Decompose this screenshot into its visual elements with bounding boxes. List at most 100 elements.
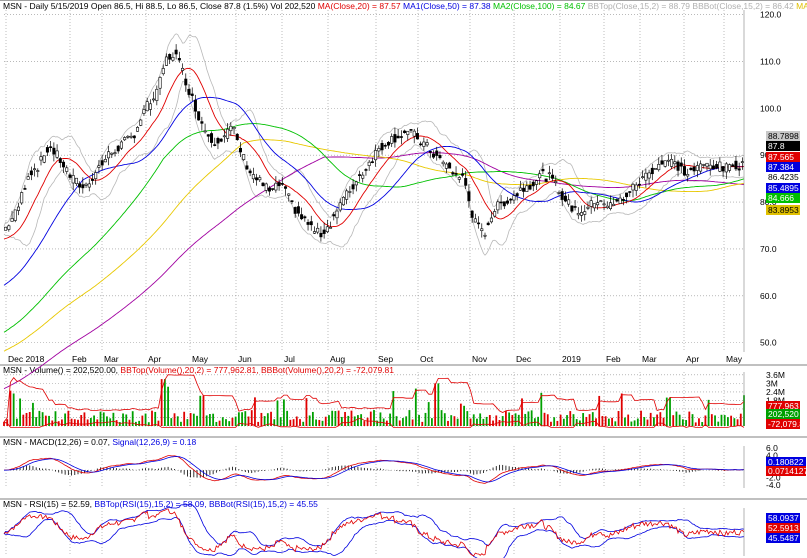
price-tick-label: 50.0 [760, 338, 777, 348]
volume-bar [537, 416, 539, 426]
volume-bar [466, 411, 469, 426]
candle-body [197, 111, 201, 121]
volume-tag [766, 419, 800, 429]
ma200-line [3, 152, 745, 390]
volume-bar [369, 411, 372, 426]
month-label: Nov [472, 354, 488, 364]
volume-bar [559, 414, 562, 426]
volume-bar [254, 397, 256, 426]
candle-body [216, 138, 220, 144]
volume-bar [154, 411, 157, 426]
legend-item: BBTop(RSI(15),15,2) = 58.09, [94, 499, 209, 509]
volume-bar [221, 417, 224, 426]
volume-bar [431, 418, 433, 426]
candle-body [271, 188, 275, 190]
volume-bar [476, 418, 478, 426]
volume-bar [99, 411, 102, 426]
candle-body [229, 125, 233, 132]
volume-bar [585, 416, 588, 426]
candle-body [644, 172, 648, 181]
candle-body [113, 152, 117, 154]
price-tag [766, 141, 800, 151]
signal-line [3, 456, 745, 483]
candle-body [132, 135, 136, 139]
candle-body [615, 199, 619, 202]
macd-tick-label: -2.0 [766, 473, 781, 483]
volume-bar [122, 413, 124, 426]
candle-body [10, 218, 14, 222]
volume-bar [318, 419, 321, 426]
volume-bar [350, 410, 353, 426]
candle-body [58, 158, 62, 163]
candle-body [602, 203, 606, 206]
volume-bar [64, 413, 67, 426]
candle-body [480, 228, 484, 232]
volume-bar [392, 391, 395, 426]
volume-bar [434, 383, 437, 426]
candle-body [660, 160, 664, 165]
price-tag-label: 85.4895 [768, 183, 799, 193]
volume-bar [189, 413, 192, 426]
month-label: May [726, 354, 743, 364]
volume-bar [665, 397, 668, 426]
volume-bar [517, 414, 520, 426]
candle-body [16, 206, 20, 211]
rsi-legend: MSN - RSI(15) = 52.59, BBTop(RSI(15),15,… [3, 499, 318, 509]
candle-body [383, 144, 387, 147]
volume-bar [357, 415, 359, 426]
volume-bar [694, 422, 697, 426]
volume-bar [649, 412, 652, 426]
volume-bar [669, 397, 671, 426]
volume-bar [228, 421, 231, 426]
volume-bar [93, 415, 95, 426]
volume-bar [118, 422, 121, 426]
volume-bar [604, 416, 607, 426]
volume-bar [209, 414, 211, 426]
candle-body [345, 190, 349, 200]
month-label: Jul [284, 354, 295, 364]
candle-body [724, 163, 728, 173]
volume-bar [643, 417, 646, 426]
candle-body [560, 191, 564, 200]
candle-body [284, 186, 288, 189]
volume-bar [112, 412, 115, 426]
volume-bar [640, 410, 642, 426]
volume-bar [337, 410, 340, 426]
volume-bar [202, 395, 205, 426]
month-label: Apr [148, 354, 161, 364]
volume-bar [106, 416, 108, 426]
volume-bar [321, 420, 324, 426]
candle-body [26, 176, 30, 180]
volume-bar [102, 412, 105, 426]
volume-bar [212, 413, 215, 426]
volume-bar [492, 420, 494, 426]
candle-body [425, 142, 429, 146]
volume-bar [395, 416, 398, 426]
volume-bar [186, 419, 189, 426]
candle-body [351, 184, 355, 190]
price-tick-label: 70.0 [760, 244, 777, 254]
candle-body [711, 165, 715, 170]
volume-bar [569, 411, 572, 426]
candle-body [506, 200, 510, 204]
candle-body [110, 152, 114, 155]
candle-body [483, 234, 487, 237]
volume-bar [553, 417, 556, 426]
volume-bar [250, 410, 253, 426]
candle-body [226, 128, 230, 139]
candle-body [464, 178, 468, 186]
volume-bar [617, 411, 620, 426]
candle-body [473, 218, 477, 223]
candle-body [403, 130, 407, 133]
candle-body [45, 147, 49, 153]
price-tag-label: 88.7898 [768, 131, 799, 141]
volume-bar [19, 398, 21, 426]
volume-bar [447, 420, 449, 426]
volume-bar [215, 421, 218, 426]
volume-bar [675, 411, 678, 426]
candle-body [531, 181, 535, 187]
volume-bar [662, 417, 665, 426]
candle-body [296, 206, 300, 214]
candle-body [287, 193, 291, 196]
